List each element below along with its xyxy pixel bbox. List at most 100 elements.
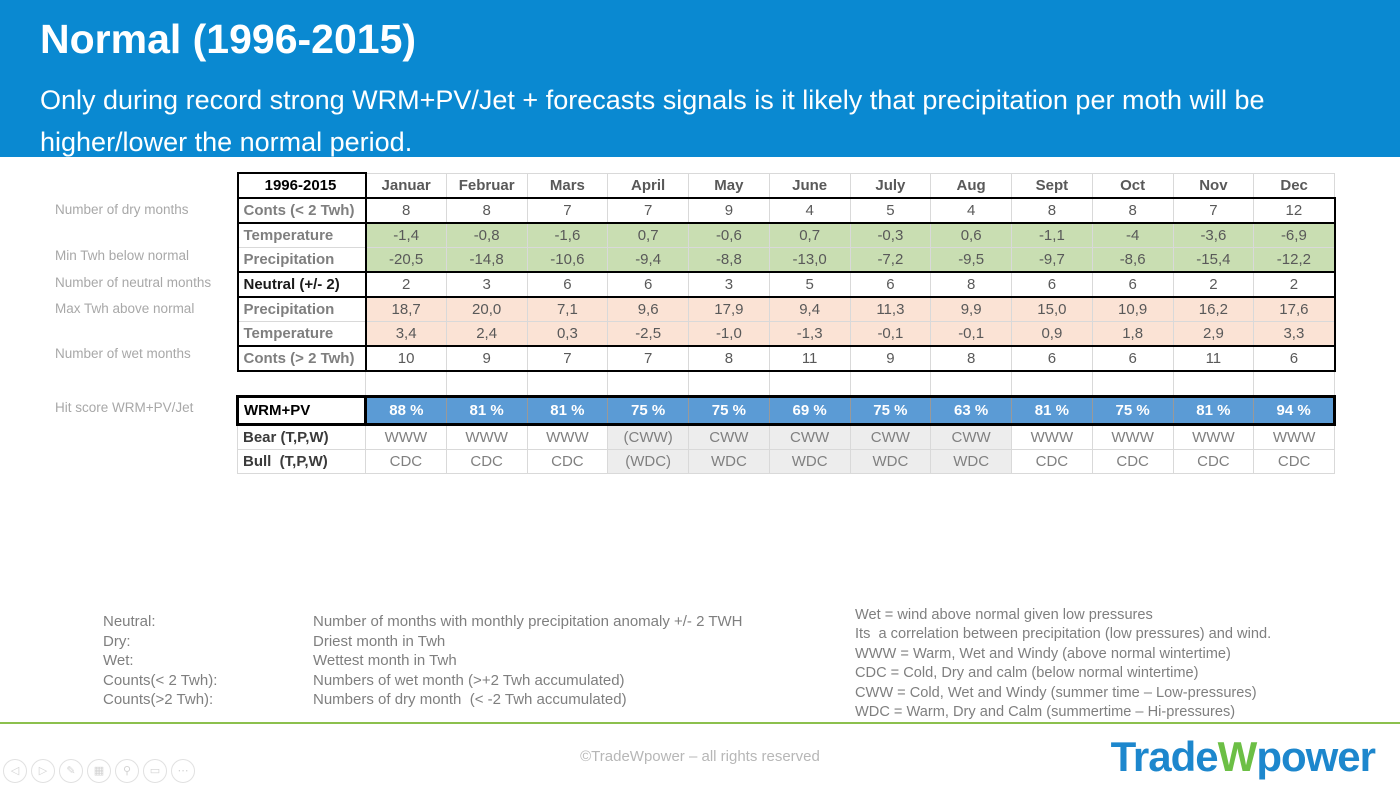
table-cell: -1,6	[526, 222, 609, 248]
data-table-wrapper: 1996-2015 Januar Februar Mars April May June Ju…	[236, 172, 1336, 474]
all-slides-icon[interactable]: ▦	[87, 759, 111, 783]
logo-part-trade: Trade	[1110, 733, 1219, 780]
table-cell: 81 %	[1011, 395, 1093, 426]
copyright-text: ©TradeWpower – all rights reserved	[580, 748, 820, 765]
table-cell: 10	[365, 345, 447, 372]
table-cell: 7	[607, 197, 689, 224]
table-cell: 7	[526, 345, 609, 372]
slide-header: Normal (1996-2015) Only during record st…	[0, 0, 1400, 157]
legend-term: Wet:	[103, 652, 134, 670]
table-cell: 0,7	[607, 222, 689, 248]
table-cell: 0,3	[526, 321, 609, 347]
month-header: June	[768, 172, 851, 199]
table-cell	[688, 371, 770, 397]
annotation-hit-score: Hit score WRM+PV/Jet	[55, 400, 194, 415]
table-cell	[1253, 371, 1335, 397]
month-header: Januar	[365, 172, 447, 199]
month-header: April	[607, 172, 689, 199]
table-cell: 9	[445, 345, 528, 372]
table-cell	[607, 371, 689, 397]
annotation-wet-months: Number of wet months	[55, 346, 191, 361]
table-cell: -13,0	[768, 247, 851, 273]
next-slide-icon[interactable]: ▷	[31, 759, 55, 783]
legend-definition-row: Counts(>2 Twh): Numbers of dry month (< -…	[103, 690, 742, 710]
table-cell: 1,8	[1091, 321, 1174, 347]
table-cell: 6	[1091, 345, 1174, 372]
table-cell: 9,4	[768, 296, 851, 322]
table-cell: 3,4	[365, 321, 447, 347]
table-cell	[365, 371, 447, 397]
table-cell: 6	[1253, 345, 1336, 372]
table-cell: 7	[526, 197, 609, 224]
table-cell: -0,3	[849, 222, 932, 248]
divider-line	[0, 722, 1400, 724]
legend-description: Driest month in Twh	[313, 632, 446, 650]
table-cell: -6,9	[1253, 222, 1336, 248]
legend-definition-row: Neutral: Number of months with monthly pr…	[103, 612, 742, 632]
more-options-icon[interactable]: ⋯	[171, 759, 195, 783]
legend-code-line: Its a correlation between precipitation …	[855, 626, 1272, 643]
previous-slide-icon[interactable]: ◁	[3, 759, 27, 783]
zoom-icon[interactable]: ⚲	[115, 759, 139, 783]
table-cell: 6	[526, 271, 609, 298]
table-cell: 11	[1172, 345, 1255, 372]
table-row-min-temp: Temperature -1,4 -0,8 -1,6 0,7 -0,6 0,7 -0,3 0,6…	[236, 222, 1336, 248]
table-cell: WWW	[365, 424, 447, 450]
table-cell: -4	[1091, 222, 1174, 248]
table-cell	[849, 371, 932, 397]
annotation-dry-months: Number of dry months	[55, 202, 189, 217]
table-cell: 5	[768, 271, 851, 298]
table-cell: 11	[768, 345, 851, 372]
table-cell: 15,0	[1011, 296, 1093, 322]
logo-w-icon: W	[1217, 733, 1258, 780]
table-cell: 2	[1253, 271, 1336, 298]
table-cell: 75 %	[1091, 395, 1174, 426]
legend-description: Numbers of wet month (>+2 Twh accumulate…	[313, 671, 625, 689]
pen-icon[interactable]: ✎	[59, 759, 83, 783]
table-cell: 75 %	[607, 395, 689, 426]
table-cell: 94 %	[1253, 395, 1336, 426]
table-cell: -10,6	[526, 247, 609, 273]
legend-term: Dry:	[103, 632, 131, 650]
table-cell: 6	[607, 271, 689, 298]
table-cell: 9,9	[930, 296, 1012, 322]
table-cell: 6	[849, 271, 932, 298]
annotation-min-twh: Min Twh below normal	[55, 248, 190, 263]
table-cell: CDC	[1091, 449, 1174, 474]
table-cell: 8	[445, 197, 528, 224]
legend-code-line: CWW = Cold, Wet and Windy (summer time –…	[855, 684, 1257, 701]
legend-description: Numbers of dry month (< -2 Twh accumulat…	[313, 691, 627, 709]
table-cell	[1091, 371, 1174, 397]
table-cell: -15,4	[1172, 247, 1255, 273]
table-cell	[930, 371, 1012, 397]
table-cell: -0,6	[688, 222, 770, 248]
table-cell: -1,3	[768, 321, 851, 347]
table-cell	[1011, 371, 1093, 397]
table-cell: WWW	[1011, 424, 1093, 450]
table-cell: -1,4	[365, 222, 447, 248]
table-cell: 8	[688, 345, 770, 372]
data-table: 1996-2015 Januar Februar Mars April May June Ju…	[236, 172, 1336, 474]
table-cell: -12,2	[1253, 247, 1336, 273]
month-header: July	[849, 172, 932, 199]
table-row-wet-count: Conts (> 2 Twh) 10 9 7 7 8 11 9 8 6 6 11 6	[236, 345, 1336, 372]
table-cell: -9,5	[930, 247, 1012, 273]
legend-code-line: WDC = Warm, Dry and Calm (summertime – H…	[855, 704, 1236, 721]
table-cell: 4	[930, 197, 1012, 224]
table-cell: 0,6	[930, 222, 1012, 248]
table-cell: 8	[365, 197, 447, 224]
table-cell: -0,8	[445, 222, 528, 248]
legend-definitions: Neutral: Number of months with monthly pr…	[103, 612, 742, 710]
annotation-max-twh: Max Twh above normal	[55, 301, 195, 316]
table-cell: -1,1	[1011, 222, 1093, 248]
table-cell: 4	[768, 197, 851, 224]
table-cell: WDC	[768, 449, 851, 474]
legend-term: Neutral:	[103, 613, 156, 630]
logo-part-power: power	[1256, 733, 1376, 780]
table-row-min-precip: Precipitation -20,5 -14,8 -10,6 -9,4 -8,8 -13,…	[236, 247, 1336, 273]
table-cell: WWW	[1172, 424, 1255, 450]
table-cell: WWW	[526, 424, 609, 450]
annotation-neutral-months: Number of neutral months	[55, 275, 212, 290]
presenter-view-icon[interactable]: ▭	[143, 759, 167, 783]
table-cell: 20,0	[445, 296, 528, 322]
